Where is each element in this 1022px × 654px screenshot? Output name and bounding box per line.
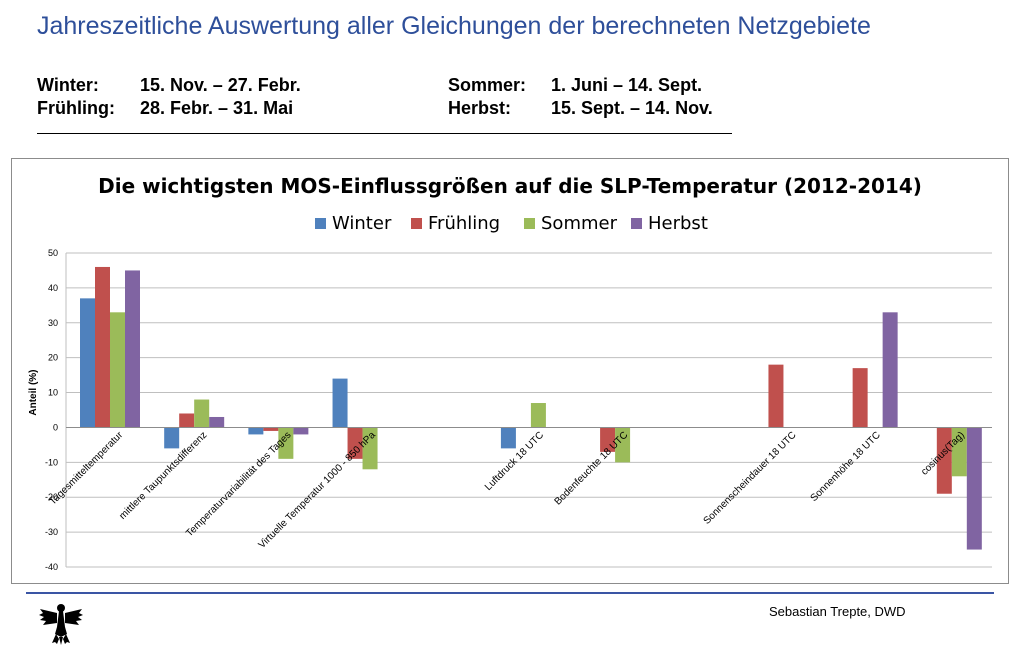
y-tick-label: -20 [45,492,58,502]
category-label: Bodenfeuchte 18 UTC [553,430,631,508]
bar [347,427,363,459]
season-range: 15. Nov. – 27. Febr. [140,75,301,95]
season-name: Sommer: [448,75,527,95]
season-name: Frühling: [37,98,115,118]
legend-swatch [524,218,535,229]
y-tick-label: 30 [48,318,58,328]
y-tick-label: -40 [45,562,58,572]
bar [80,298,95,428]
legend-label: Winter [332,213,392,234]
y-tick-label: 20 [48,353,58,363]
category-label: mittlere Taupunktsdifferenz [117,430,209,522]
legend-label: Herbst [648,213,708,234]
season-range: 28. Febr. – 31. Mai [140,98,294,118]
category-label: Sonnenscheindauer 18 UTC [702,430,799,527]
bar [263,427,279,431]
season-name: Herbst: [448,98,512,118]
header-divider [37,133,732,134]
footer-divider [26,592,994,594]
federal-eagle-logo [39,604,83,645]
bar [768,364,784,428]
bar [362,427,378,470]
legend-label: Sommer [541,213,618,234]
bar [615,427,631,463]
bar [179,413,195,428]
bar [164,427,180,449]
category-label: Tagesmitteltemperatur [47,429,125,507]
slide-title: Jahreszeitliche Auswertung aller Gleichu… [37,12,871,40]
y-tick-label: 50 [48,248,58,258]
y-tick-label: 0 [53,422,58,432]
season-range: 15. Sept. – 14. Nov. [551,98,713,118]
legend-swatch [315,218,326,229]
bar [951,427,967,477]
bar [194,399,210,428]
bar [209,416,225,428]
bar [248,427,264,435]
season-name: Winter: [37,75,99,95]
bar-chart: Die wichtigsten MOS-Einflussgrößen auf d… [28,174,992,572]
y-tick-label: 10 [48,388,58,398]
bar [852,368,868,428]
bar [936,427,952,494]
bar [125,270,140,428]
legend-swatch [411,218,422,229]
legend-label: Frühling [428,213,500,234]
bar [278,427,294,459]
bar [966,427,982,550]
y-tick-label: -30 [45,527,58,537]
bar [882,312,898,428]
bar [110,312,125,428]
y-tick-label: 40 [48,283,58,293]
bar [530,403,546,428]
chart-frame: Die wichtigsten MOS-Einflussgrößen auf d… [11,158,1009,584]
chart-title: Die wichtigsten MOS-Einflussgrößen auf d… [98,174,922,198]
season-range: 1. Juni – 14. Sept. [551,75,703,95]
y-tick-label: -10 [45,457,58,467]
bar [293,427,309,435]
category-label: Sonnenhöhe 18 UTC [809,430,883,504]
bar [600,427,616,452]
footer-author: Sebastian Trepte, DWD [769,604,906,619]
legend-swatch [631,218,642,229]
y-axis-label: Anteil (%) [28,370,39,416]
bar [332,378,348,428]
bar [500,427,516,449]
bar [95,266,110,428]
